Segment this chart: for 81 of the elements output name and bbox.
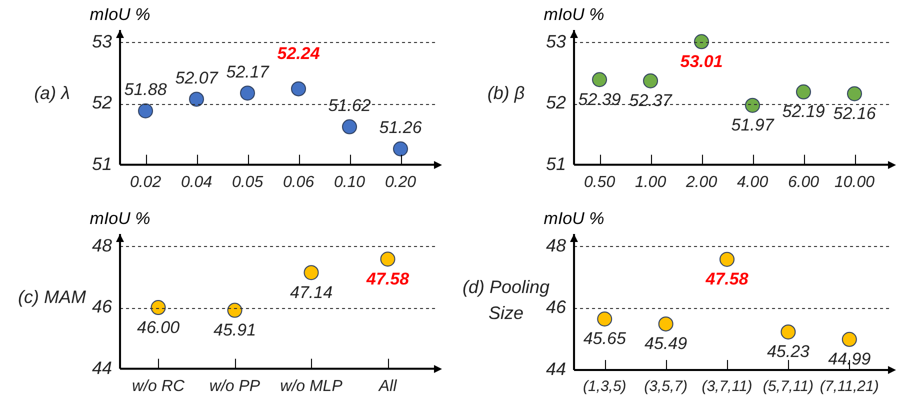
text: (c) MAM bbox=[18, 287, 86, 307]
point bbox=[393, 141, 408, 156]
x-tick-label: 1.00 bbox=[634, 174, 666, 191]
y-tick-label: 52 bbox=[92, 92, 112, 113]
data-label: 51.26 bbox=[379, 118, 422, 138]
annotation: 47.58 bbox=[365, 269, 410, 288]
data-label: 51.88 bbox=[124, 80, 168, 100]
point bbox=[694, 34, 710, 50]
x-tick-label: 0.04 bbox=[180, 174, 212, 191]
x-tick-label: 0.02 bbox=[130, 174, 162, 191]
point bbox=[796, 84, 812, 100]
point bbox=[780, 324, 796, 340]
y-tick-label: 53 bbox=[92, 31, 112, 52]
y-tick-label: 46 bbox=[92, 296, 113, 317]
data-label: 51.97 bbox=[731, 116, 774, 135]
x-tick-label: 6.00 bbox=[788, 174, 820, 191]
x-tick-label: 10.00 bbox=[834, 174, 875, 191]
data-label: 52.16 bbox=[833, 104, 876, 123]
point bbox=[597, 312, 612, 326]
y-tick-label: 48 bbox=[92, 235, 112, 256]
y-tick-label: 48 bbox=[546, 235, 566, 256]
x-tick-label: 4.00 bbox=[736, 174, 768, 191]
annotation: 47.58 bbox=[704, 270, 749, 289]
x-tick-label: 2.00 bbox=[684, 174, 718, 191]
point bbox=[380, 252, 396, 267]
x-tick-label: All bbox=[378, 378, 398, 395]
point bbox=[720, 252, 735, 267]
point bbox=[847, 86, 862, 102]
point bbox=[304, 265, 319, 280]
x-tick-label: w/o PP bbox=[209, 378, 260, 395]
data-label: 52.37 bbox=[629, 91, 672, 110]
data-label: 51.62 bbox=[328, 96, 372, 116]
x-tick-label: 0.10 bbox=[334, 174, 366, 191]
data-label: 46.00 bbox=[136, 318, 180, 337]
x-tick-label: 0.05 bbox=[232, 174, 264, 191]
x-tick-label: 0.06 bbox=[282, 174, 314, 191]
point bbox=[138, 103, 154, 118]
y-axis-title: mIoU % bbox=[90, 209, 150, 228]
x-tick-label: (3,5,7) bbox=[644, 378, 688, 396]
data-label: 47.14 bbox=[290, 282, 333, 302]
point bbox=[189, 92, 204, 107]
x-tick-label: 0.50 bbox=[584, 174, 616, 191]
data-label: 45.49 bbox=[644, 334, 688, 354]
point bbox=[658, 316, 674, 332]
point bbox=[643, 73, 658, 88]
x-tick-label: w/o MLP bbox=[280, 378, 343, 395]
y-tick-label: 51 bbox=[546, 154, 566, 174]
point bbox=[227, 302, 242, 318]
point bbox=[342, 119, 358, 134]
point bbox=[592, 72, 608, 88]
data-label: 52.07 bbox=[175, 68, 218, 88]
y-axis-title: mIoU % bbox=[544, 5, 604, 24]
y-tick-label: 52 bbox=[546, 92, 566, 113]
data-label: 45.65 bbox=[583, 329, 626, 348]
data-label: 52.19 bbox=[782, 102, 826, 122]
annotation: 53.01 bbox=[680, 52, 723, 71]
annotation: 52.24 bbox=[277, 44, 320, 64]
y-tick-label: 44 bbox=[92, 358, 112, 378]
point bbox=[240, 86, 256, 101]
point bbox=[291, 81, 306, 96]
x-tick-label: 0.20 bbox=[384, 174, 416, 191]
x-tick-label: (1,3,5) bbox=[582, 378, 626, 396]
data-label: 44.99 bbox=[828, 350, 872, 369]
point bbox=[842, 332, 857, 347]
y-axis-title: mIoU % bbox=[544, 209, 604, 228]
text: (a) λ bbox=[34, 83, 70, 103]
x-tick-label: (3,7,11) bbox=[702, 378, 752, 396]
y-tick-label: 53 bbox=[546, 31, 566, 52]
point bbox=[150, 300, 166, 316]
point bbox=[745, 98, 760, 113]
y-tick-label: 44 bbox=[546, 359, 566, 379]
x-tick-label: (7,11,21) bbox=[820, 378, 879, 396]
data-label: 52.39 bbox=[578, 90, 622, 109]
text: (b) β bbox=[487, 83, 525, 103]
data-label: 45.23 bbox=[766, 342, 810, 362]
x-tick-label: w/o RC bbox=[132, 378, 185, 395]
data-label: 45.91 bbox=[213, 320, 256, 340]
data-label: 52.17 bbox=[226, 62, 270, 82]
y-tick-label: 51 bbox=[92, 154, 112, 174]
y-axis-title: mIoU % bbox=[90, 5, 150, 24]
x-tick-label: (5,7,11) bbox=[762, 378, 814, 396]
